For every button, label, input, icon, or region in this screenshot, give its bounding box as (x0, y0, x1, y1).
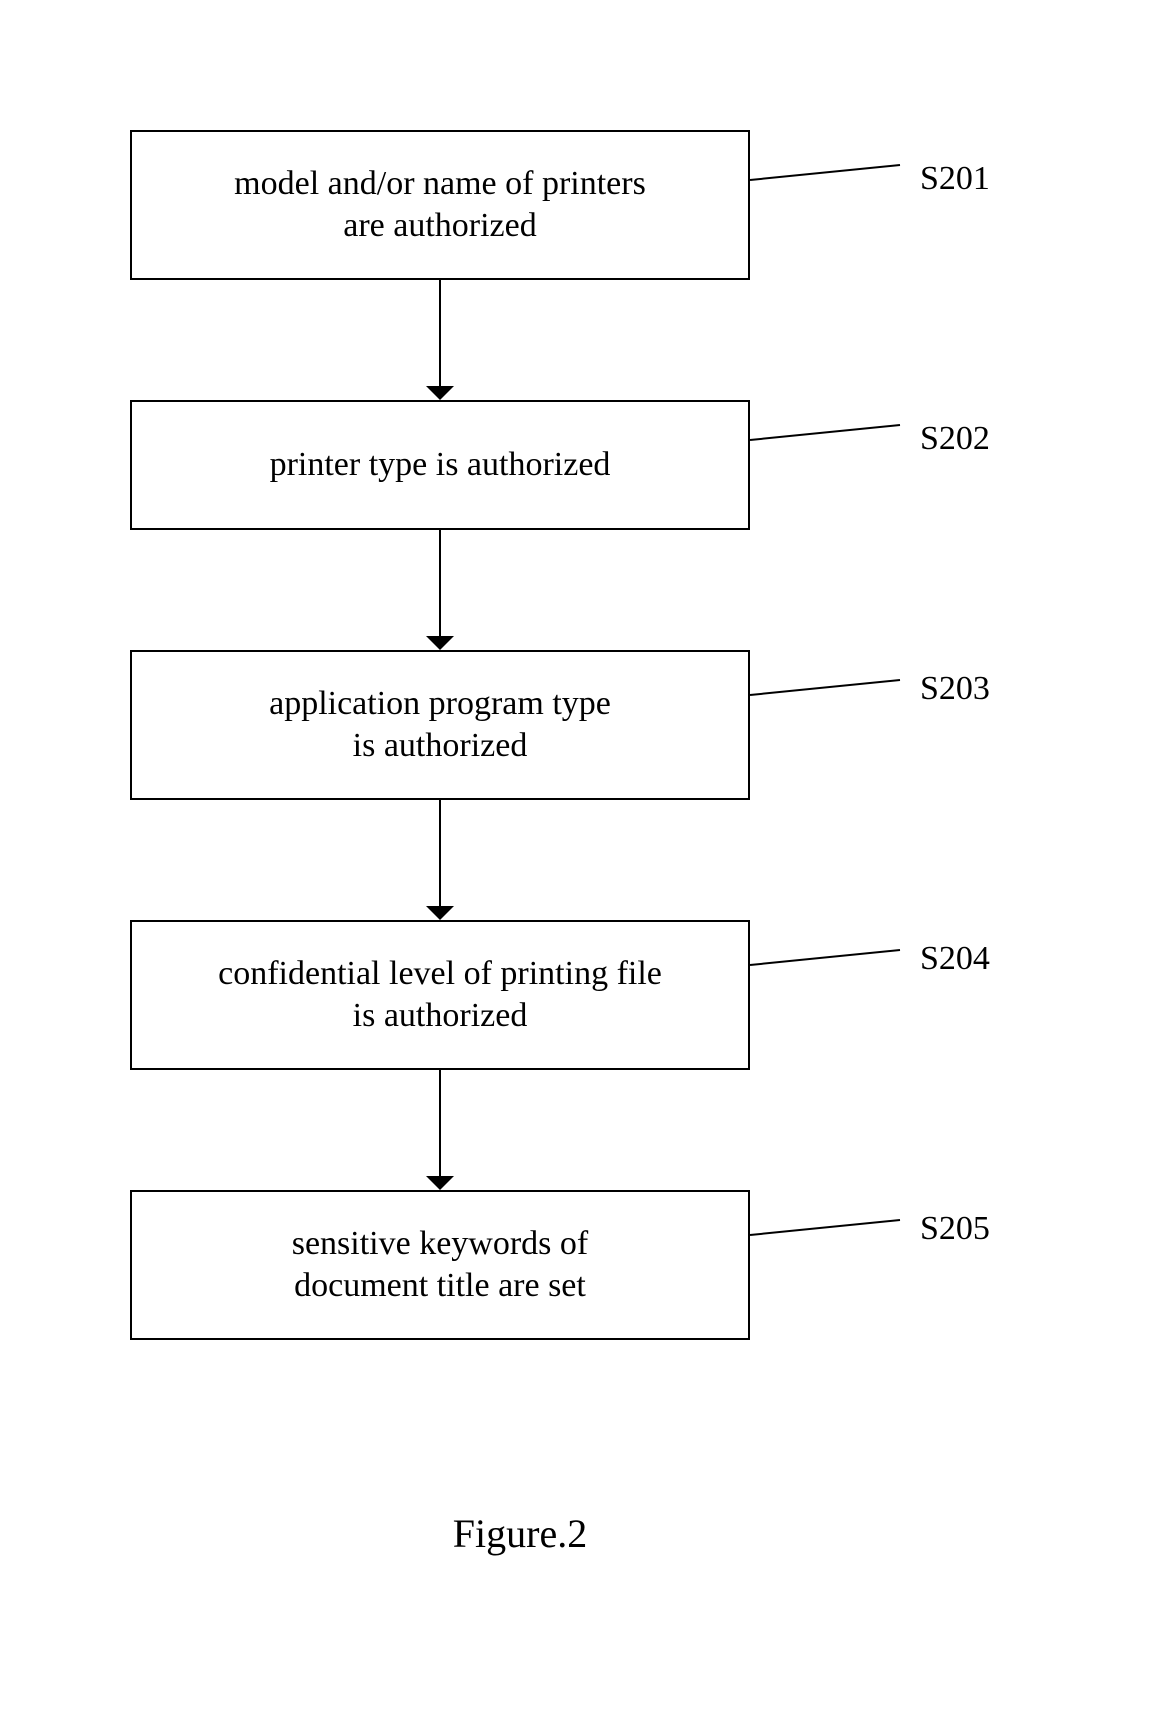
label-connector-line (750, 950, 900, 965)
node-text-line: are authorized (234, 205, 646, 248)
flowchart-step-label-S204: S204 (920, 940, 990, 978)
flowchart-step-label-S205: S205 (920, 1210, 990, 1248)
label-connector-line (750, 1220, 900, 1235)
flowchart-step-label-S201: S201 (920, 160, 990, 198)
label-connector-line (750, 680, 900, 695)
label-connector-line (750, 165, 900, 180)
node-text-line: is authorized (269, 725, 611, 768)
flow-arrow (424, 1070, 456, 1190)
label-connector-line (750, 425, 900, 440)
node-text-line: confidential level of printing file (218, 953, 662, 996)
flowchart-node-S202: printer type is authorized (130, 400, 750, 530)
node-text-line: document title are set (292, 1265, 589, 1308)
flow-arrow (424, 530, 456, 650)
flow-arrow (424, 800, 456, 920)
node-text-line: application program type (269, 683, 611, 726)
flowchart-node-S204: confidential level of printing fileis au… (130, 920, 750, 1070)
flowchart-node-S203: application program typeis authorized (130, 650, 750, 800)
flowchart-step-label-S203: S203 (920, 670, 990, 708)
node-text-line: sensitive keywords of (292, 1223, 589, 1266)
node-text-line: is authorized (218, 995, 662, 1038)
flowchart-step-label-S202: S202 (920, 420, 990, 458)
figure-caption: Figure.2 (370, 1510, 670, 1557)
node-text-line: model and/or name of printers (234, 163, 646, 206)
flowchart-node-S201: model and/or name of printersare authori… (130, 130, 750, 280)
flowchart-diagram: model and/or name of printersare authori… (0, 0, 1154, 1732)
flowchart-node-S205: sensitive keywords ofdocument title are … (130, 1190, 750, 1340)
node-text-line: printer type is authorized (270, 444, 611, 487)
flow-arrow (424, 280, 456, 400)
